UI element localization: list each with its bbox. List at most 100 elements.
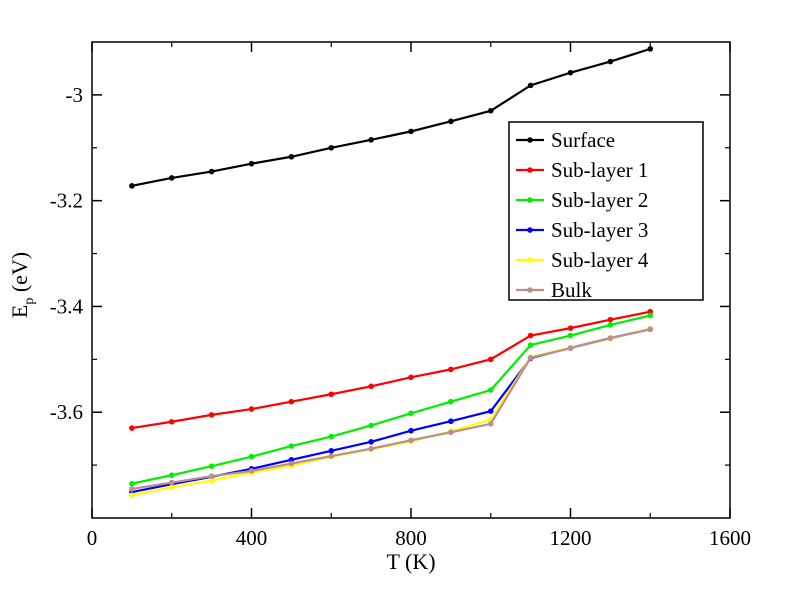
x-tick-label: 0 (87, 526, 98, 550)
data-point (129, 425, 135, 431)
legend-label: Sub-layer 4 (551, 248, 649, 272)
data-point (487, 107, 494, 114)
data-point (208, 463, 215, 469)
data-point (448, 398, 454, 405)
series-5 (129, 326, 654, 492)
data-point (129, 486, 135, 492)
legend-entry: Sub-layer 2 (516, 188, 648, 212)
data-point (328, 448, 335, 454)
series-line (131, 328, 651, 490)
series-0 (129, 46, 654, 189)
data-point (129, 492, 135, 499)
legend-swatch-marker (527, 227, 533, 233)
data-point (527, 332, 534, 339)
series-line (131, 310, 651, 430)
data-point (208, 412, 215, 418)
legend-swatch-marker (527, 167, 533, 173)
data-point (368, 137, 374, 143)
data-point (527, 82, 534, 89)
legend-entry: Sub-layer 4 (516, 248, 649, 272)
x-tick-label: 400 (236, 526, 268, 550)
data-point (607, 58, 614, 65)
data-point (248, 160, 255, 167)
data-point (328, 391, 335, 398)
series-3 (129, 326, 654, 495)
series-2 (129, 312, 654, 487)
data-point (208, 477, 215, 484)
series-line (131, 314, 651, 485)
series-layer (129, 46, 654, 499)
data-point (328, 453, 335, 459)
data-point (248, 453, 255, 460)
data-point (368, 383, 374, 390)
y-tick-label: -3.2 (50, 189, 83, 213)
data-point (487, 421, 494, 427)
legend: Surface Sub-layer 1 Sub-layer 2 Sub-layer 3… (508, 121, 704, 302)
data-point (288, 443, 295, 449)
data-point (607, 316, 614, 323)
data-point (567, 345, 574, 352)
data-point (448, 366, 454, 373)
data-point (288, 460, 295, 467)
legend-entry: Sub-layer 1 (516, 158, 648, 182)
data-point (607, 335, 614, 341)
legend-swatch-marker (527, 257, 533, 263)
series-line (131, 327, 651, 497)
series-line (131, 47, 651, 187)
data-point (168, 484, 175, 491)
y-axis-ticks: -3.6 -3.4 -3.2 -3 (50, 83, 730, 466)
y-axis-label: Ep (eV) (7, 252, 37, 318)
data-point (487, 387, 494, 393)
x-tick-label: 1600 (709, 526, 751, 550)
data-point (248, 468, 255, 474)
data-point (408, 374, 414, 381)
legend-box (508, 121, 704, 301)
data-point (647, 46, 654, 52)
data-point (448, 429, 454, 436)
data-point (368, 439, 374, 445)
data-point (248, 406, 255, 412)
x-tick-label: 800 (395, 526, 427, 550)
data-point (208, 168, 215, 175)
data-point (328, 144, 335, 151)
x-axis-label: T (K) (386, 549, 435, 574)
data-point (168, 418, 175, 425)
y-axis-label-unit: (eV) (7, 252, 32, 298)
data-point (129, 480, 135, 487)
data-point (448, 118, 454, 125)
data-point (527, 342, 534, 348)
x-axis-ticks: 0 400 800 1200 1600 (87, 42, 751, 550)
legend-entry: Sub-layer 3 (516, 218, 648, 242)
data-point (408, 427, 414, 434)
data-point (487, 356, 494, 363)
data-point (408, 437, 414, 444)
data-point (368, 445, 374, 452)
data-point (567, 69, 574, 76)
data-point (168, 175, 175, 181)
x-tick-label: 1200 (550, 526, 592, 550)
legend-label: Bulk (551, 278, 592, 302)
legend-entry: Surface (516, 128, 615, 152)
data-point (487, 408, 494, 414)
data-point (647, 312, 654, 319)
data-point (168, 472, 175, 478)
data-point (129, 183, 135, 189)
legend-label: Surface (551, 128, 615, 152)
data-point (607, 322, 614, 328)
data-point (567, 332, 574, 339)
y-axis-label-main: E (7, 305, 32, 318)
series-4 (129, 325, 654, 499)
y-tick-label: -3.6 (50, 400, 83, 424)
legend-label: Sub-layer 1 (551, 158, 648, 182)
y-axis-label-sub: p (22, 298, 37, 305)
data-point (408, 410, 414, 417)
series-1 (129, 308, 654, 431)
data-point (168, 479, 175, 486)
data-point (647, 326, 654, 332)
legend-swatch-marker (527, 137, 533, 143)
data-point (567, 325, 574, 331)
legend-swatch-marker (527, 287, 533, 293)
legend-swatch-marker (527, 197, 533, 203)
data-point (288, 153, 295, 160)
